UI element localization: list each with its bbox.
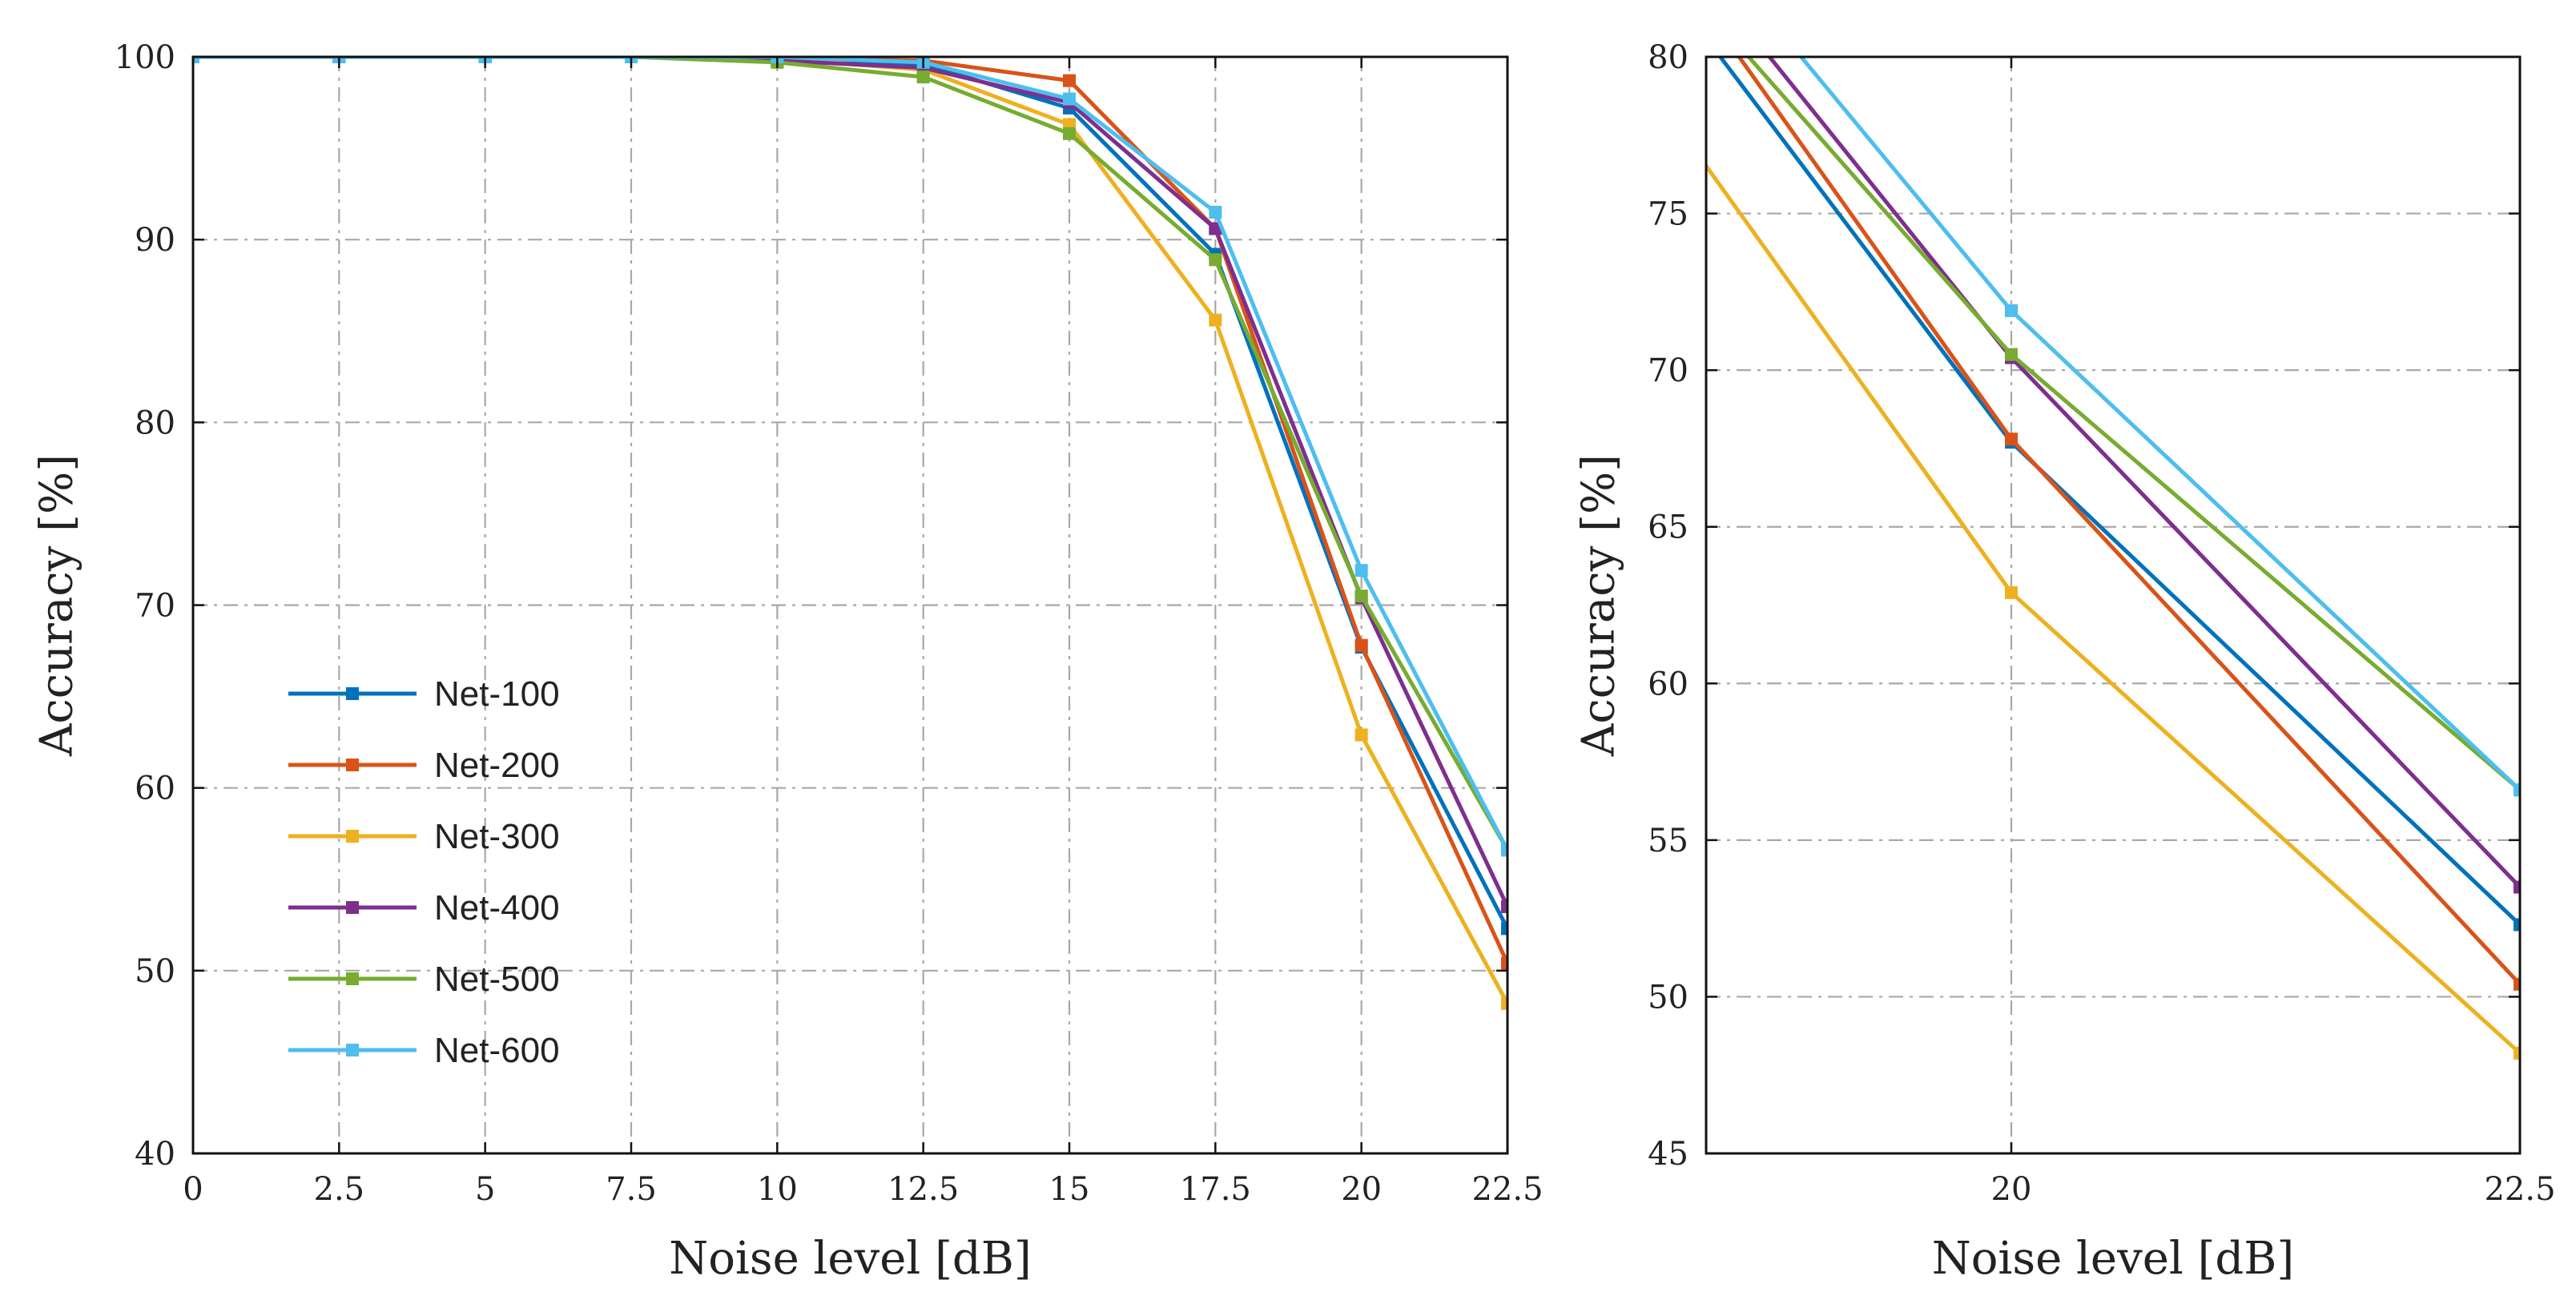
main-x-tick-label: 10 — [757, 1171, 798, 1208]
main-series-line-net-100 — [193, 57, 1507, 931]
main-chart-ticks: 0 2.5 5 7.5 10 12.5 15 17.5 20 22.5 40 50 60 70 80 90 10… — [115, 39, 1544, 1208]
zoom-y-tick-label: 45 — [1648, 1136, 1688, 1173]
zoom-y-tick-label: 55 — [1648, 823, 1688, 859]
main-chart-y-axis-label: Accuracy [%] — [31, 454, 83, 757]
zoom-point-net-600 — [2005, 304, 2018, 317]
main-chart-grid — [193, 57, 1507, 1153]
zoom-chart-frame — [1705, 55, 2522, 1155]
main-point-net-400 — [1501, 899, 1507, 913]
main-series-line-net-300 — [193, 57, 1507, 1006]
legend-label: Net-100 — [434, 674, 560, 714]
main-chart-series — [193, 57, 1507, 1010]
zoom-point-net-400 — [2514, 880, 2520, 894]
main-point-net-500 — [1209, 253, 1222, 267]
zoom-y-tick-label: 60 — [1648, 666, 1688, 702]
legend: Net-100 Net-200 Net-300 Net-400 Net-500 Net-6… — [288, 674, 560, 1070]
legend-label: Net-400 — [434, 888, 560, 928]
main-x-tick-label: 7.5 — [606, 1171, 657, 1208]
legend-item: Net-100 — [288, 674, 560, 714]
legend-swatch-marker — [346, 1044, 359, 1056]
legend-label: Net-200 — [434, 746, 560, 785]
legend-item: Net-600 — [288, 1031, 560, 1070]
main-series-line-net-600 — [193, 57, 1507, 852]
zoom-y-tick-label: 75 — [1648, 196, 1688, 233]
main-point-net-600 — [1209, 205, 1222, 219]
main-accuracy-chart: 0 2.5 5 7.5 10 12.5 15 17.5 20 22.5 40 50 60 70 80 90 10… — [31, 39, 1544, 1285]
main-x-tick-label: 12.5 — [888, 1171, 959, 1208]
main-x-tick-label: 0 — [183, 1171, 203, 1208]
main-point-net-300 — [1501, 996, 1507, 1010]
zoom-y-tick-label: 50 — [1648, 979, 1688, 1016]
main-point-net-200 — [1501, 956, 1507, 970]
zoom-point-net-100 — [2514, 918, 2520, 932]
legend-item: Net-300 — [288, 817, 560, 856]
main-x-tick-label: 5 — [475, 1171, 495, 1208]
main-x-tick-label: 15 — [1049, 1171, 1090, 1208]
main-point-net-600 — [1501, 843, 1507, 857]
legend-label: Net-500 — [434, 960, 560, 999]
main-point-net-200 — [1354, 638, 1368, 652]
main-y-tick-label: 40 — [135, 1136, 175, 1173]
legend-swatch-marker — [346, 830, 359, 843]
main-chart-x-axis-label: Noise level [dB] — [669, 1233, 1032, 1285]
legend-swatch-marker — [346, 759, 359, 771]
zoom-chart-y-axis-label: Accuracy [%] — [1573, 454, 1625, 757]
legend-item: Net-400 — [288, 888, 560, 928]
zoom-point-net-200 — [2514, 977, 2520, 991]
legend-item: Net-500 — [288, 960, 560, 999]
zoom-chart-x-axis-label: Noise level [dB] — [1932, 1233, 2295, 1285]
main-point-net-600 — [193, 57, 199, 63]
main-x-tick-label: 17.5 — [1180, 1171, 1251, 1208]
zoom-chart-grid — [1706, 57, 2520, 1153]
zoom-point-net-600 — [2514, 783, 2520, 797]
main-y-tick-label: 70 — [135, 588, 175, 625]
main-point-net-500 — [916, 70, 930, 84]
main-point-net-300 — [1354, 728, 1368, 742]
main-point-net-200 — [1063, 74, 1076, 87]
main-point-net-100 — [1501, 922, 1507, 936]
main-point-net-400 — [1209, 222, 1222, 235]
main-x-tick-label: 20 — [1341, 1171, 1382, 1208]
zoom-y-tick-label: 65 — [1648, 509, 1688, 546]
zoom-point-net-500 — [2005, 348, 2018, 361]
zoom-point-net-200 — [2005, 433, 2018, 446]
legend-swatch-marker — [346, 901, 359, 914]
main-point-net-500 — [1063, 127, 1076, 140]
main-point-net-300 — [1209, 313, 1222, 327]
main-point-net-600 — [1354, 564, 1368, 578]
zoom-y-tick-label: 70 — [1648, 352, 1688, 389]
legend-item: Net-200 — [288, 746, 560, 785]
zoom-x-tick-label: 22.5 — [2484, 1171, 2555, 1208]
main-point-net-600 — [1063, 92, 1076, 106]
main-y-tick-label: 60 — [135, 771, 175, 807]
zoom-chart-ticks: 20 22.5 45 50 55 60 65 70 75 80 — [1648, 39, 2555, 1208]
main-series-line-net-500 — [193, 57, 1507, 852]
zoom-x-tick-label: 20 — [1991, 1171, 2032, 1208]
zoom-point-net-300 — [2514, 1046, 2520, 1060]
main-y-tick-label: 100 — [115, 39, 175, 76]
legend-label: Net-300 — [434, 817, 560, 856]
zoom-point-net-300 — [2005, 586, 2018, 599]
main-y-tick-label: 50 — [135, 953, 175, 990]
legend-swatch-marker — [346, 687, 359, 700]
main-point-net-500 — [1354, 590, 1368, 603]
zoom-y-tick-label: 80 — [1648, 39, 1688, 76]
main-y-tick-label: 80 — [135, 404, 175, 441]
legend-swatch-marker — [346, 972, 359, 985]
main-series-line-net-400 — [193, 57, 1507, 909]
legend-label: Net-600 — [434, 1031, 560, 1070]
main-x-tick-label: 2.5 — [314, 1171, 365, 1208]
main-y-tick-label: 90 — [135, 222, 175, 259]
zoom-chart-series — [1706, 57, 2520, 1060]
main-x-tick-label: 22.5 — [1471, 1171, 1543, 1208]
